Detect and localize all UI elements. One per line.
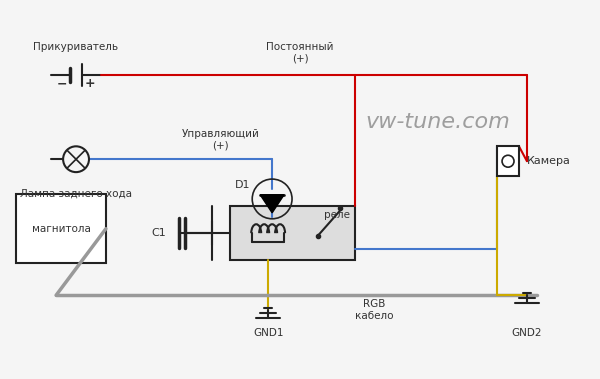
Text: C1: C1 (151, 228, 166, 238)
Bar (16, 194, 106, 263)
Text: RGB
кабело: RGB кабело (355, 299, 394, 321)
Text: Камера: Камера (527, 156, 571, 166)
Text: GND2: GND2 (512, 328, 542, 338)
Text: реле: реле (324, 210, 350, 220)
Text: +: + (85, 77, 95, 90)
Text: Прикуриватель: Прикуриватель (34, 42, 119, 52)
Bar (497, 146, 519, 176)
Text: GND1: GND1 (253, 328, 283, 338)
Text: Лампа заднего хода: Лампа заднего хода (20, 189, 132, 199)
Text: D1: D1 (235, 180, 250, 190)
Text: −: − (57, 77, 67, 90)
FancyBboxPatch shape (230, 206, 355, 260)
Text: Постоянный
(+): Постоянный (+) (266, 42, 334, 64)
Text: vw-tune.com: vw-tune.com (365, 112, 510, 132)
Text: магнитола: магнитола (32, 224, 91, 234)
Polygon shape (260, 195, 284, 213)
Text: Управляющий
(+): Управляющий (+) (181, 129, 259, 150)
